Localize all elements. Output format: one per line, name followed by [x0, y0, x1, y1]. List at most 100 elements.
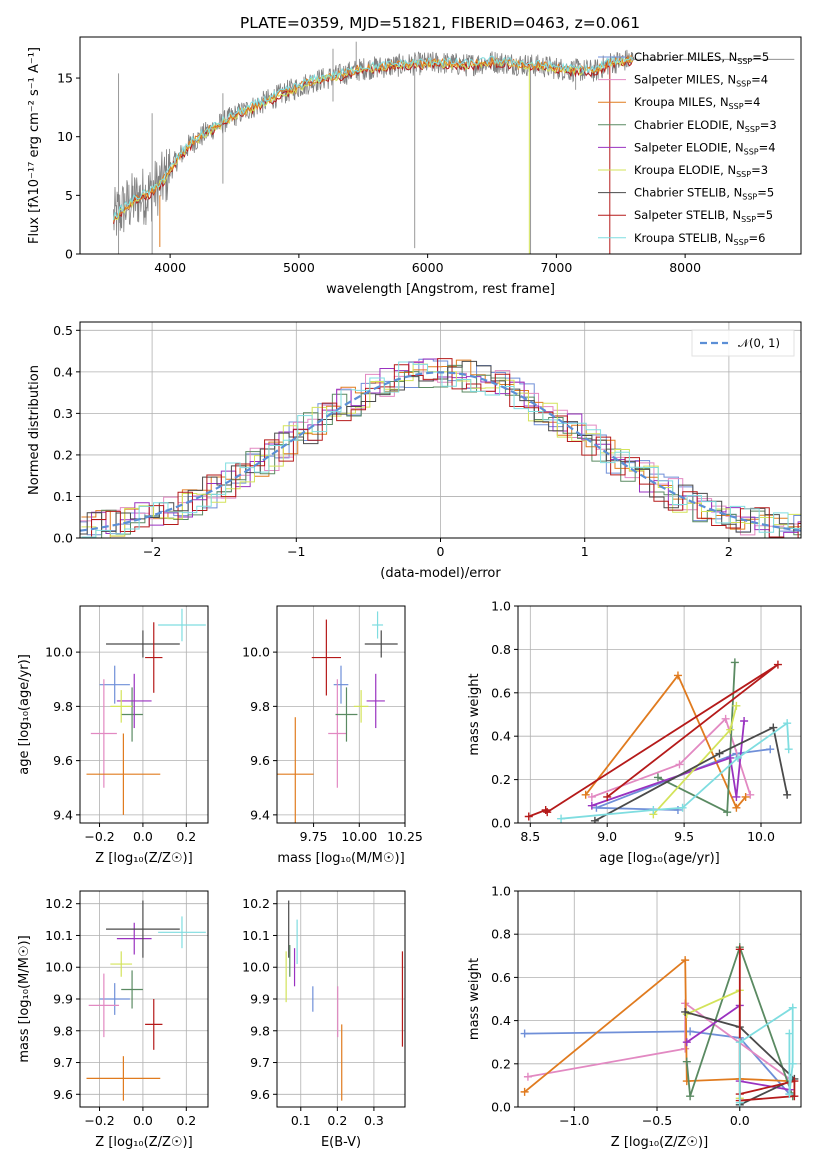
- x-tick-label: 10.25: [387, 829, 423, 844]
- axes-frame: [276, 605, 406, 824]
- series-salpeter-stelib-line: [528, 663, 779, 818]
- legend-reference-label: 𝒩(0, 1): [738, 336, 780, 350]
- series-kroupa-stelib-marker: [678, 803, 687, 812]
- series-salpeter-miles-marker: [675, 760, 684, 769]
- x-axis-label: Z [log₁₀(Z/Z☉)]: [95, 1135, 192, 1150]
- y-tick-label: 10.0: [242, 645, 270, 660]
- y-tick-label: 0.8: [491, 642, 511, 657]
- series-salpeter-elodie-marker: [740, 717, 749, 726]
- normal-reference-curve: [80, 371, 801, 532]
- series-chabrier-elodie-marker: [723, 808, 732, 817]
- legend-entry: Kroupa STELIB, NSSP=6: [634, 231, 765, 247]
- y-tick-label: 0.3: [53, 406, 73, 421]
- y-axis-label: mass weight: [467, 958, 482, 1040]
- errorbar-kroupa-miles: [86, 733, 161, 815]
- plot-area: [524, 658, 793, 823]
- series-salpeter-miles-marker: [746, 790, 755, 799]
- plot-area: [113, 41, 795, 254]
- series-salpeter-stelib-marker: [735, 945, 744, 954]
- age-vs-metallicity-panel: −0.2 0.0 0.2 9.4 9.6 9.8 10.0 Z [log₁₀(Z/Z☉)] ag…: [17, 605, 209, 866]
- x-tick-label: 0: [437, 544, 445, 559]
- legend-box: [691, 329, 795, 357]
- series-chabrier-stelib-marker: [783, 790, 792, 799]
- y-tick-label: 10.2: [45, 896, 73, 911]
- plot-area: [86, 608, 206, 815]
- errorbar-salpeter-stelib: [145, 622, 163, 693]
- axes-frame: [517, 890, 802, 1108]
- series-salpeter-stelib-marker: [543, 808, 552, 817]
- plot-area: [277, 611, 398, 823]
- y-tick-label: 9.4: [53, 807, 73, 822]
- y-axis-label: Flux [fλ10⁻¹⁷ erg cm⁻² s⁻¹ A⁻¹]: [27, 47, 42, 244]
- x-tick-label: 0.3: [364, 1113, 384, 1128]
- y-tick-label: 5: [65, 188, 73, 203]
- series-kroupa-stelib-marker: [783, 719, 792, 728]
- errorbar-kroupa-elodie: [110, 690, 133, 723]
- legend-entry: Salpeter STELIB, NSSP=5: [634, 208, 773, 224]
- spectrum-panel: 4000 5000 6000 7000 8000 0 5 10 15 wavelength [An…: [27, 36, 802, 297]
- x-tick-label: 0.0: [730, 1113, 750, 1128]
- figure-title: PLATE=0359, MJD=51821, FIBERID=0463, z=0…: [240, 14, 640, 32]
- y-tick-label: 0.1: [53, 489, 73, 504]
- series-chabrier-miles-marker: [592, 803, 601, 812]
- series-kroupa-elodie-marker: [732, 701, 741, 710]
- y-tick-label: 9.6: [250, 753, 270, 768]
- histogram-salpeter-stelib: [80, 358, 801, 538]
- series-salpeter-elodie-marker: [587, 801, 596, 810]
- y-tick-label: 10.2: [242, 896, 270, 911]
- x-tick-label: 7000: [540, 260, 572, 275]
- errorbar-chabrier-elodie: [335, 687, 358, 742]
- y-tick-label: 0.4: [491, 1013, 511, 1028]
- errorbar-kroupa-elodie: [353, 690, 369, 723]
- series-chabrier-miles-marker: [686, 1027, 695, 1036]
- errorbar-kroupa-miles: [86, 1056, 161, 1101]
- plot-area: [80, 358, 801, 538]
- series-kroupa-miles-marker: [581, 790, 590, 799]
- legend-entry: Kroupa MILES, NSSP=4: [634, 95, 760, 111]
- series-kroupa-stelib-marker: [557, 814, 566, 823]
- series-chabrier-stelib-marker: [590, 816, 599, 823]
- y-tick-label: 0.6: [491, 970, 511, 985]
- series-kroupa-miles-marker: [732, 803, 741, 812]
- x-axis-label: Z [log₁₀(Z/Z☉)]: [611, 1135, 708, 1150]
- y-tick-label: 9.8: [250, 1023, 270, 1038]
- y-tick-label: 9.8: [250, 699, 270, 714]
- series-kroupa-stelib-line: [738, 1005, 794, 1103]
- x-axis-label: wavelength [Angstrom, rest frame]: [326, 282, 555, 297]
- series-kroupa-miles-marker: [520, 1087, 529, 1096]
- errorbar-kroupa-stelib: [158, 608, 206, 642]
- series-chabrier-miles-marker: [766, 745, 775, 754]
- axes-frame: [79, 605, 209, 824]
- y-axis-label: Normed distribution: [27, 365, 42, 495]
- histogram-chabrier-stelib: [80, 360, 801, 535]
- x-tick-label: −1.0: [559, 1113, 589, 1128]
- x-tick-label: 4000: [154, 260, 186, 275]
- model-spectrum-kroupa-stelib: [113, 55, 634, 221]
- y-tick-label: 9.6: [53, 1087, 73, 1102]
- errorbar-salpeter-stelib: [145, 999, 163, 1050]
- series-salpeter-miles-marker: [681, 1044, 690, 1053]
- series-salpeter-stelib-marker: [773, 660, 782, 669]
- series-kroupa-stelib-marker: [733, 753, 742, 762]
- y-axis-label: mass [log₁₀(M/M☉)]: [17, 935, 32, 1062]
- errorbar-chabrier-elodie: [121, 970, 143, 1009]
- y-tick-label: 9.8: [53, 699, 73, 714]
- x-axis-label: (data-model)/error: [380, 566, 501, 581]
- series-salpeter-elodie-marker: [732, 792, 741, 801]
- series-salpeter-miles-marker: [523, 1072, 532, 1081]
- y-tick-label: 0.8: [491, 927, 511, 942]
- errorbar-salpeter-elodie: [366, 673, 385, 729]
- y-tick-label: 10.0: [242, 960, 270, 975]
- series-kroupa-stelib-marker: [784, 745, 793, 754]
- y-tick-label: 10.1: [45, 928, 73, 943]
- age-vs-mass-panel: 9.75 10.00 10.25 9.4 9.6 9.8 10.0 mass [log₁₀(M…: [242, 605, 423, 866]
- errorbar-chabrier-miles: [99, 665, 130, 704]
- y-tick-label: 15: [57, 71, 73, 86]
- x-tick-label: −2: [143, 544, 161, 559]
- errorbar-chabrier-stelib: [106, 630, 180, 658]
- series-salpeter-stelib-marker: [790, 1092, 799, 1101]
- series-kroupa-stelib-marker: [649, 805, 658, 814]
- y-tick-label: 10.0: [45, 960, 73, 975]
- y-tick-label: 9.7: [53, 1055, 73, 1070]
